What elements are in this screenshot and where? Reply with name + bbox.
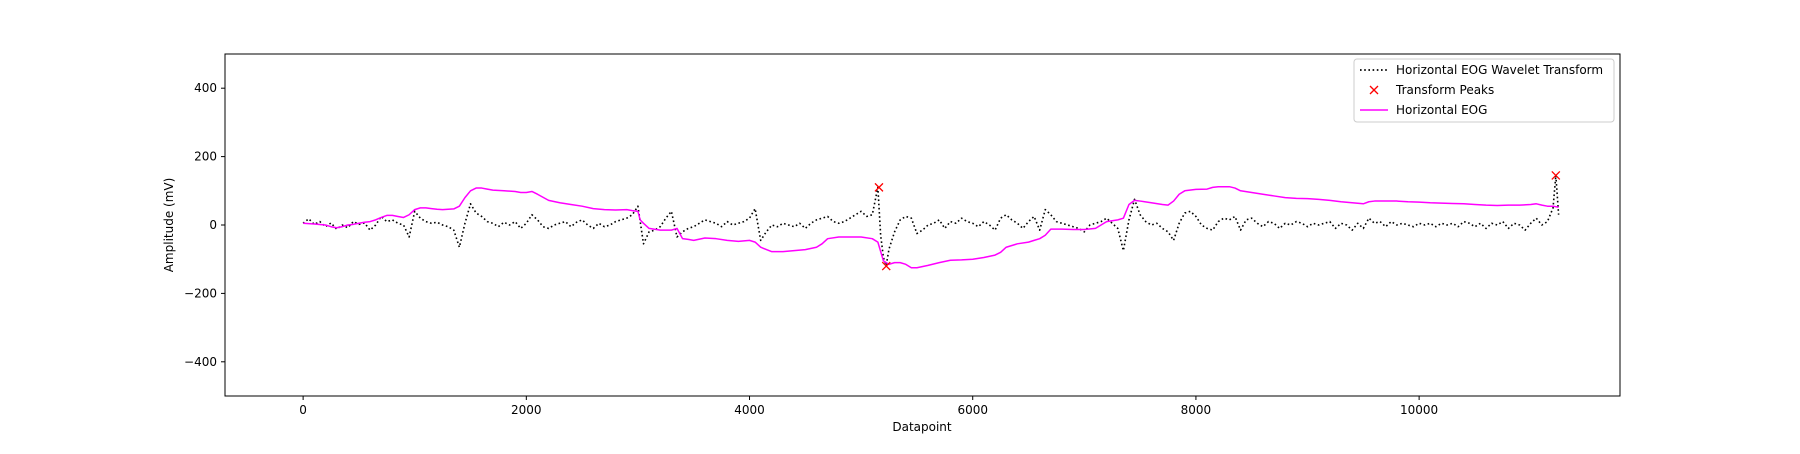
data-layer [302, 170, 1561, 271]
y-axis: −400 −200 0 200 400 [184, 81, 225, 369]
x-tick-label: 8000 [1181, 403, 1212, 417]
x-tick-label: 0 [299, 403, 307, 417]
series-line-horizontal-eog-wavelet-transform [302, 174, 1560, 267]
y-tick-label: 200 [194, 150, 217, 164]
x-axis: 0 2000 4000 6000 8000 10000 [299, 396, 1438, 417]
legend-label-wavelet-transform: Horizontal EOG Wavelet Transform [1396, 63, 1603, 77]
legend-swatch-transform-peaks [1369, 85, 1379, 95]
legend-box [1353, 58, 1615, 123]
y-tick-label: 400 [194, 81, 217, 95]
x-tick-label: 2000 [511, 403, 542, 417]
y-axis-label: Amplitude (mV) [162, 178, 176, 273]
y-tick-label: −200 [184, 286, 217, 300]
y-tick-label: −400 [184, 355, 217, 369]
legend: Horizontal EOG Wavelet Transform Transfo… [1353, 58, 1615, 123]
transform-peak-marker [874, 182, 884, 192]
transform-peak-marker [1551, 170, 1561, 180]
series-line-horizontal-eog [303, 185, 1559, 269]
x-axis-label: Datapoint [892, 420, 952, 434]
x-tick-label: 4000 [734, 403, 765, 417]
transform-peak-marker [881, 261, 891, 271]
legend-label-horizontal-eog: Horizontal EOG [1396, 103, 1487, 117]
legend-label-transform-peaks: Transform Peaks [1395, 83, 1494, 97]
x-tick-label: 6000 [957, 403, 988, 417]
y-tick-label: 0 [209, 218, 217, 232]
x-tick-label: 10000 [1400, 403, 1438, 417]
